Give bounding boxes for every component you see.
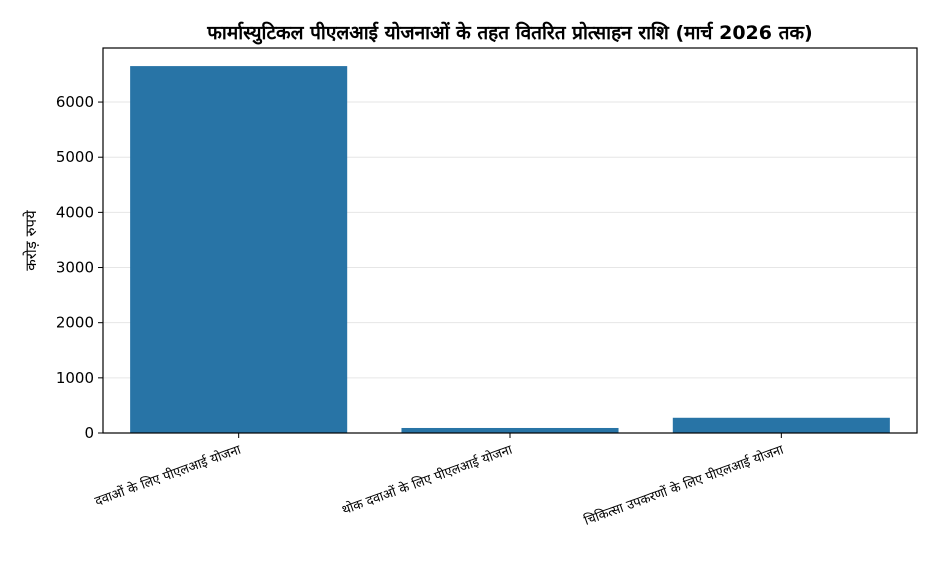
bars	[130, 66, 890, 434]
x-axis-ticks: दवाओं के लिए पीएलआई योजना थोक दवाओं के लि…	[93, 433, 786, 529]
y-tick-label: 1000	[56, 369, 94, 387]
x-tick-label: चिकित्सा उपकरणों के लिए पीएलआई योजना	[582, 442, 786, 529]
y-axis-label: करोड़ रुपये	[22, 210, 40, 271]
chart-title: फार्मास्युटिकल पीएलआई योजनाओं के तहत वित…	[206, 21, 812, 45]
y-tick-label: 3000	[56, 259, 94, 277]
bar	[672, 417, 890, 433]
x-tick-label: दवाओं के लिए पीएलआई योजना	[93, 442, 244, 510]
y-tick-label: 4000	[56, 203, 94, 221]
y-tick-label: 5000	[56, 148, 94, 166]
bar	[401, 427, 619, 433]
y-axis-ticks: 0 1000 2000 3000 4000 5000 6000	[56, 93, 103, 442]
bar	[130, 66, 348, 434]
y-tick-label: 6000	[56, 93, 94, 111]
x-tick-label: थोक दवाओं के लिए पीएलआई योजना	[340, 442, 515, 519]
y-tick-label: 2000	[56, 314, 94, 332]
y-tick-label: 0	[84, 424, 94, 442]
